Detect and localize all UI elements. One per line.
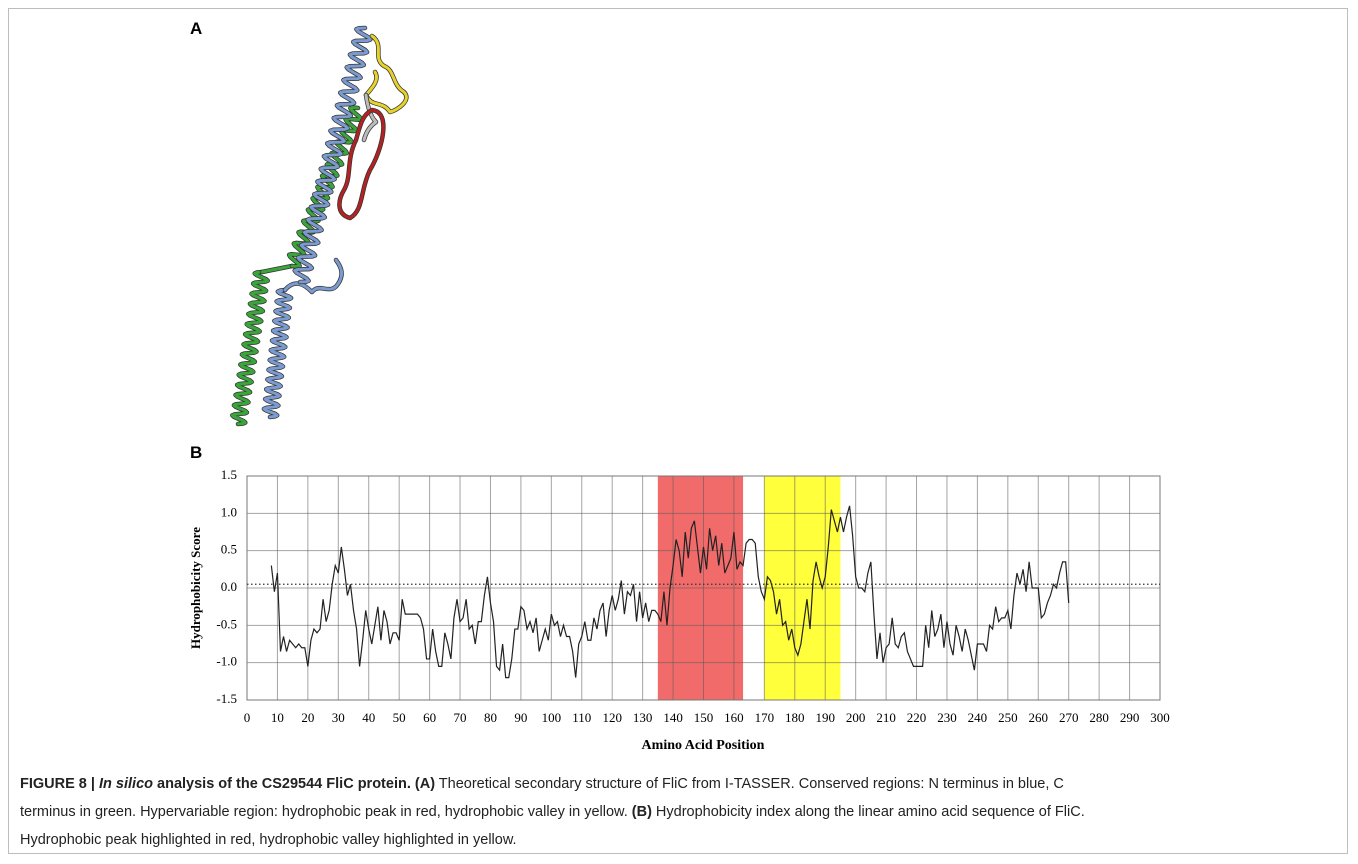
x-tick-label: 170 xyxy=(755,710,775,725)
protein-structure xyxy=(232,28,406,424)
y-tick-label: 0.5 xyxy=(221,542,237,557)
x-tick-label: 290 xyxy=(1120,710,1140,725)
x-tick-label: 120 xyxy=(602,710,622,725)
x-tick-label: 0 xyxy=(244,710,251,725)
x-tick-label: 220 xyxy=(907,710,927,725)
caption-text: analysis of the CS29544 FliC protein. xyxy=(153,776,411,792)
caption-text: terminus in green. Hypervariable region:… xyxy=(20,804,632,820)
caption-text: (A) xyxy=(411,776,435,792)
page: A B 1.5 1.0 0.5 0.0 -0.5 -1.0 -1.5 0 10 20 30 40 50 6… xyxy=(0,0,1358,864)
x-tick-label: 300 xyxy=(1150,710,1170,725)
y-axis-label: Hydrophobicity Score xyxy=(188,527,203,649)
x-tick-label: 30 xyxy=(332,710,345,725)
caption-text: In silico xyxy=(99,776,153,792)
chart: 1.5 1.0 0.5 0.0 -0.5 -1.0 -1.5 0 10 20 30 40 50 60 70 8… xyxy=(216,467,1169,725)
x-tick-label: 70 xyxy=(454,710,467,725)
caption-text: Theoretical secondary structure of FliC … xyxy=(435,776,1064,792)
x-tick-label: 80 xyxy=(484,710,497,725)
x-tick-label: 270 xyxy=(1059,710,1079,725)
x-axis-label: Amino Acid Position xyxy=(642,738,765,753)
x-tick-label: 40 xyxy=(362,710,375,725)
x-tick-label: 100 xyxy=(542,710,562,725)
figure: A B 1.5 1.0 0.5 0.0 -0.5 -1.0 -1.5 0 10 20 30 40 50 6… xyxy=(0,0,1358,764)
x-tick-label: 210 xyxy=(876,710,896,725)
panel-label: B xyxy=(190,443,202,462)
caption-text: FIGURE 8 | xyxy=(20,776,99,792)
caption: FIGURE 8 | In silico analysis of the CS2… xyxy=(20,770,1340,854)
y-tick-label: -0.5 xyxy=(216,616,237,631)
panel-label: A xyxy=(190,19,202,38)
ribbon xyxy=(295,28,371,282)
ribbon xyxy=(264,290,291,417)
x-tick-label: 160 xyxy=(724,710,744,725)
x-tick-label: 60 xyxy=(423,710,436,725)
y-tick-label: 0.0 xyxy=(221,579,237,594)
caption-text: (B) xyxy=(632,804,652,820)
y-tick-label: 1.0 xyxy=(221,504,237,519)
x-tick-label: 240 xyxy=(968,710,988,725)
x-tick-label: 250 xyxy=(998,710,1018,725)
ribbon xyxy=(366,36,406,112)
x-tick-label: 140 xyxy=(663,710,683,725)
x-tick-label: 200 xyxy=(846,710,866,725)
x-tick-label: 280 xyxy=(1089,710,1109,725)
x-tick-label: 10 xyxy=(271,710,284,725)
x-tick-label: 150 xyxy=(694,710,714,725)
x-tick-label: 180 xyxy=(785,710,805,725)
y-tick-label: 1.5 xyxy=(221,467,237,482)
caption-text: Hydrophobic peak highlighted in red, hyd… xyxy=(20,832,517,848)
x-tick-label: 50 xyxy=(393,710,406,725)
x-tick-label: 110 xyxy=(572,710,591,725)
y-tick-label: -1.0 xyxy=(216,654,237,669)
x-tick-label: 130 xyxy=(633,710,653,725)
x-tick-label: 190 xyxy=(815,710,835,725)
x-tick-label: 230 xyxy=(937,710,957,725)
caption-text: Hydrophobicity index along the linear am… xyxy=(652,804,1085,820)
x-tick-label: 90 xyxy=(514,710,527,725)
y-tick-label: -1.5 xyxy=(216,691,237,706)
x-tick-label: 260 xyxy=(1029,710,1049,725)
x-tick-label: 20 xyxy=(301,710,314,725)
